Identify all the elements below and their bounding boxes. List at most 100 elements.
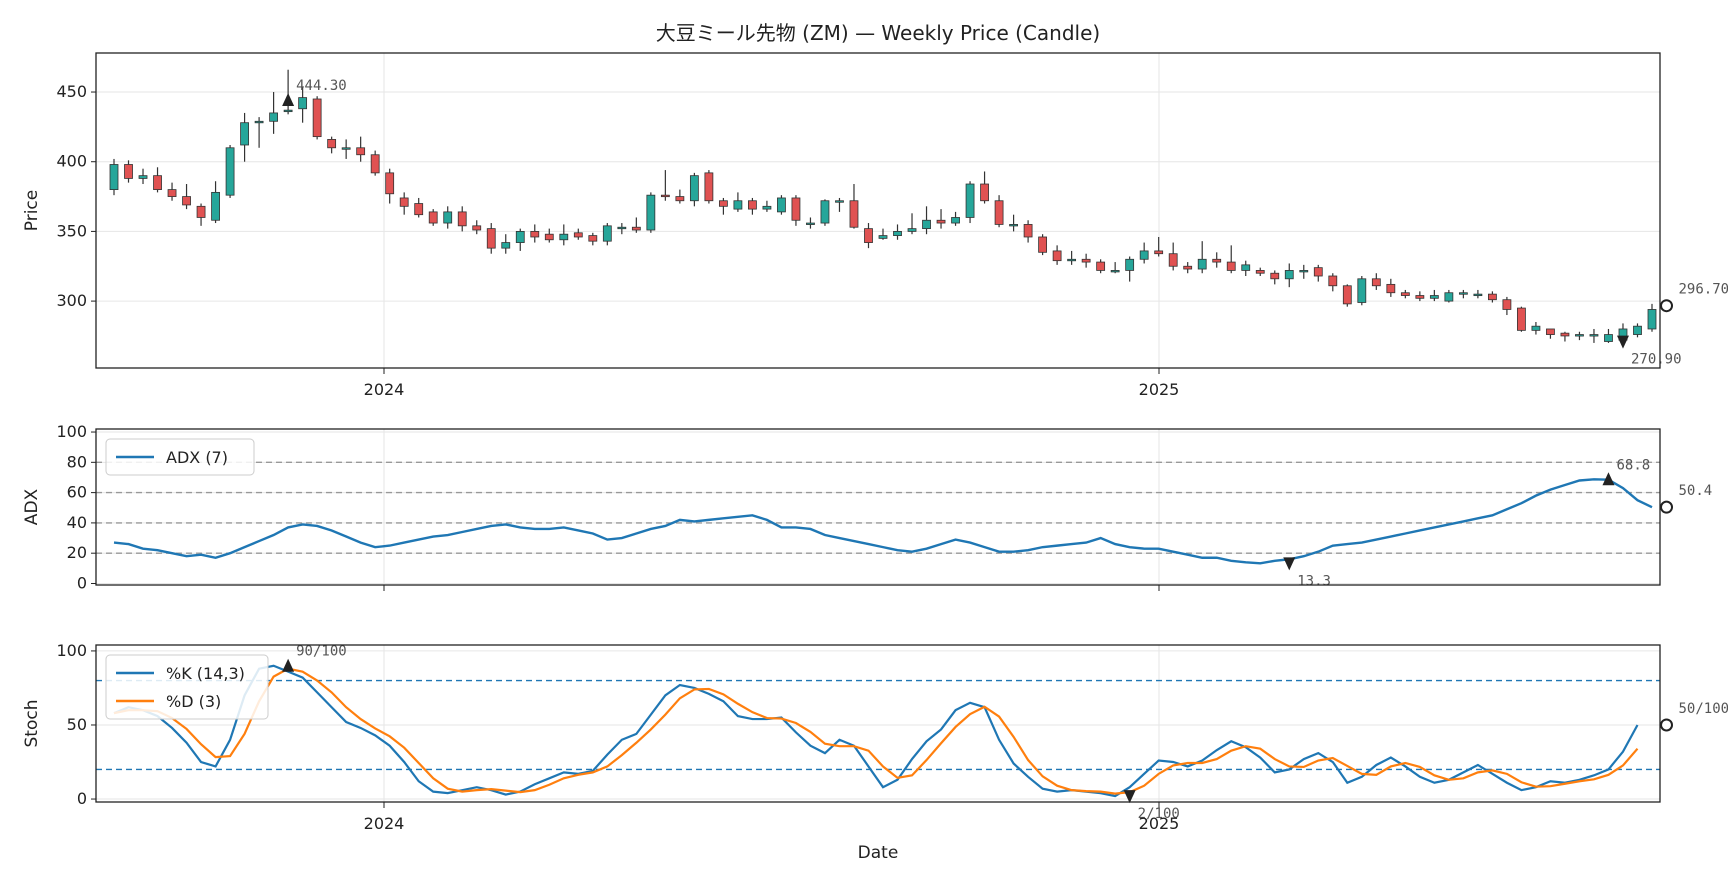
adx-max-label: 68.8 (1616, 457, 1650, 473)
candle-body (240, 122, 249, 146)
candle-body (936, 219, 946, 224)
candle-body (718, 200, 728, 207)
price-last-marker (1660, 299, 1674, 313)
candle-body (1009, 224, 1018, 227)
candle-body (1299, 270, 1309, 273)
candle-body (835, 200, 844, 203)
candle-body (269, 112, 279, 122)
candle-body (109, 164, 119, 190)
adx-legend-label: ADX (7) (166, 448, 228, 467)
candle-body (1226, 261, 1236, 271)
candle-body (312, 98, 322, 138)
candle-body (1067, 258, 1077, 262)
candle-body (1313, 267, 1323, 277)
candle-body (1429, 295, 1439, 299)
candle-body (733, 200, 743, 210)
adx-panel: 0 20 40 60 80 100 ADX 68.8 13.3 50.4 ADX (7) (22, 422, 1712, 592)
candle-body (1371, 278, 1381, 287)
candle-body (1604, 334, 1613, 342)
stoch-panel: 0 50 100 Stoch 90/100 2/100 50/100 %K (14,3) %D … (22, 641, 1728, 822)
candle-body (196, 205, 206, 218)
candle-body (225, 147, 235, 196)
candle-body (1487, 293, 1497, 301)
price-ylabel: Price (22, 190, 42, 231)
candle-body (153, 175, 162, 190)
candle-body (544, 233, 554, 241)
adx-legend-box (105, 438, 255, 476)
price-frame (95, 52, 1661, 369)
chart-title: 大豆ミール先物 (ZM) — Weekly Price (Candle) (656, 21, 1100, 45)
stoch-min-label: 2/100 (1138, 806, 1180, 822)
candle-body (907, 228, 917, 232)
candle-body (864, 228, 873, 243)
candle-body (878, 235, 888, 239)
adx-ytick-label: 20 (67, 543, 87, 562)
candle-body (167, 189, 177, 197)
candle-body (457, 211, 467, 227)
candle-body (1444, 292, 1454, 302)
stoch-ylabel: Stoch (22, 700, 42, 748)
candle-body (559, 233, 569, 241)
candle-body (1386, 283, 1396, 294)
candle-body (1342, 285, 1352, 305)
candle-body (1647, 309, 1657, 330)
stoch-legend-label: %K (14,3) (166, 664, 245, 683)
candle-body (370, 154, 380, 174)
candle-body (1168, 253, 1178, 267)
candle-body (1096, 261, 1106, 271)
candle-body (1458, 292, 1468, 295)
adx-ylabel: ADX (22, 488, 42, 525)
price-xtick-label: 2025 (1139, 380, 1180, 399)
candle-body (1502, 299, 1512, 310)
candle-body (951, 217, 960, 224)
price-min-label: 270.90 (1631, 352, 1682, 368)
stoch-frame (95, 644, 1661, 803)
candle-body (748, 200, 757, 210)
price-ytick-label: 300 (56, 291, 87, 310)
candle-body (327, 139, 337, 149)
price-xtick-label: 2024 (364, 380, 405, 399)
candle-body (1633, 325, 1642, 335)
candle-body (124, 164, 133, 179)
candle-body (922, 219, 931, 230)
candle-body (283, 109, 293, 113)
candle-body (211, 191, 220, 221)
stoch-k-line (113, 664, 1639, 798)
candle-body (254, 120, 264, 124)
stoch-min-marker (1123, 790, 1136, 804)
candle-body (1197, 258, 1207, 270)
candle-body (1139, 250, 1149, 260)
candle-body (617, 226, 627, 230)
candle-body (399, 197, 409, 207)
adx-line (113, 478, 1653, 565)
candle-body (791, 197, 801, 221)
candle-body (849, 200, 859, 228)
candle-body (777, 197, 786, 213)
candle-body (675, 196, 685, 202)
candle-body (893, 231, 902, 236)
stoch-legend-label: %D (3) (166, 692, 221, 711)
candle-body (414, 203, 424, 216)
candle-body (1125, 258, 1135, 271)
adx-last-label: 50.4 (1679, 483, 1713, 499)
candle-body (1052, 250, 1062, 262)
candle-body (1589, 334, 1599, 337)
stoch-xtick-label: 2025 (1139, 814, 1180, 833)
candle-body (1575, 334, 1584, 337)
candle-body (486, 228, 496, 249)
candle-body (704, 172, 714, 202)
stoch-legend-box (105, 654, 269, 720)
stoch-ytick-label: 100 (56, 641, 87, 660)
candle-body (1546, 328, 1555, 335)
candle-body (443, 211, 453, 224)
candle-body (1183, 265, 1193, 270)
price-ytick-label: 450 (56, 82, 87, 101)
candle-body (660, 194, 670, 198)
candle-body (588, 235, 598, 242)
stoch-last-label: 50/100 (1679, 701, 1728, 717)
candle-body (1517, 307, 1526, 331)
candle-body (573, 232, 583, 238)
candle-body (341, 147, 351, 150)
candle-body (762, 205, 772, 210)
